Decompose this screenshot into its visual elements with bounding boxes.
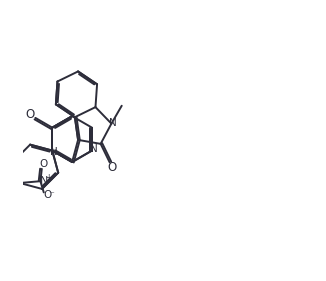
Text: N: N (50, 147, 58, 157)
Text: O: O (39, 159, 47, 169)
Text: N: N (109, 118, 117, 128)
Text: O: O (25, 108, 35, 121)
Text: ⁻: ⁻ (50, 190, 54, 199)
Text: O: O (43, 190, 51, 200)
Text: N: N (90, 144, 97, 154)
Text: +: + (45, 173, 52, 182)
Text: O: O (108, 162, 117, 175)
Text: N: N (40, 176, 48, 186)
